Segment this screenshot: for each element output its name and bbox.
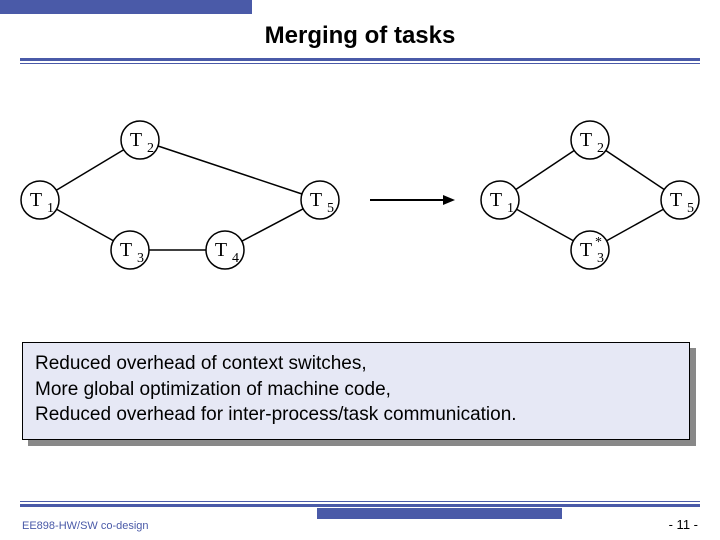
benefit-box: Reduced overhead of context switches, Mo… <box>22 342 690 440</box>
svg-text:T: T <box>580 129 592 151</box>
svg-text:T: T <box>215 239 227 261</box>
svg-text:4: 4 <box>232 251 239 266</box>
svg-text:*: * <box>595 235 602 250</box>
footer-line-thin <box>20 501 700 502</box>
footer-line-thick <box>20 504 700 507</box>
header-accent-bar <box>0 0 252 14</box>
svg-text:2: 2 <box>147 141 154 156</box>
svg-text:T: T <box>310 189 322 211</box>
svg-text:T: T <box>580 239 592 261</box>
footer-accent-bar <box>317 508 562 519</box>
svg-text:T: T <box>30 189 42 211</box>
svg-text:3: 3 <box>597 251 604 266</box>
svg-text:T: T <box>490 189 502 211</box>
svg-text:T: T <box>130 129 142 151</box>
slide-title: Merging of tasks <box>0 22 720 50</box>
svg-text:T: T <box>120 239 132 261</box>
benefit-line-3: Reduced overhead for inter-process/task … <box>35 402 677 428</box>
svg-text:5: 5 <box>687 201 694 216</box>
svg-text:2: 2 <box>597 141 604 156</box>
svg-text:5: 5 <box>327 201 334 216</box>
svg-text:1: 1 <box>47 201 54 216</box>
benefit-line-1: Reduced overhead of context switches, <box>35 351 677 377</box>
title-underline-thin <box>20 63 700 64</box>
footer-page: - 11 - <box>669 517 698 532</box>
task-merge-diagram: T1T2T3T4T5T1T2T3*T5 <box>0 90 720 300</box>
svg-text:3: 3 <box>137 251 144 266</box>
benefit-line-2: More global optimization of machine code… <box>35 377 677 403</box>
footer-course: EE898-HW/SW co-design <box>22 520 149 532</box>
title-underline-thick <box>20 58 700 61</box>
svg-text:1: 1 <box>507 201 514 216</box>
svg-text:T: T <box>670 189 682 211</box>
